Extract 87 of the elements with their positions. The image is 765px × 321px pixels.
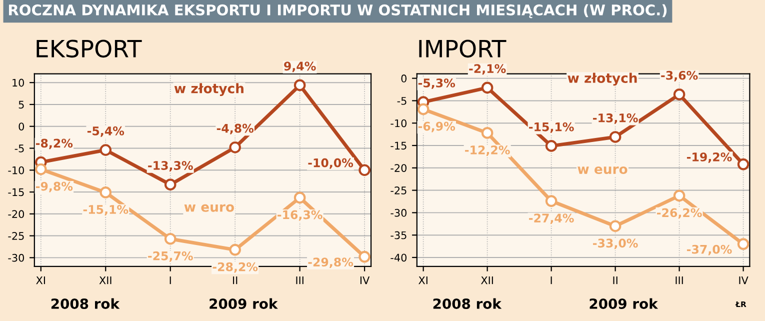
- chart-title: EKSPORT: [36, 40, 142, 58]
- y-tick-label: 10: [12, 78, 24, 87]
- x-tick-label: III: [296, 276, 304, 284]
- point: [229, 244, 241, 256]
- data-label: -3,6%: [661, 70, 698, 82]
- series-label: w euro: [184, 204, 234, 212]
- data-label: -26,2%: [657, 208, 702, 219]
- point: [358, 164, 370, 176]
- x-tick-label: I: [550, 276, 552, 284]
- point: [481, 127, 494, 139]
- data-label: -28,2%: [212, 262, 258, 273]
- x-tick-label: II: [233, 276, 238, 284]
- data-label: 9,4%: [284, 62, 316, 72]
- y-tick-label: -5: [397, 97, 406, 105]
- data-label: -9,8%: [36, 182, 73, 192]
- text: 2009 rok: [590, 298, 658, 309]
- data-label: -15,1%: [529, 122, 574, 133]
- y-tick-label: -15: [8, 188, 24, 196]
- y-tick-label: -15: [390, 142, 406, 150]
- y-tick-label: -20: [8, 210, 24, 218]
- data-label: -33,0%: [593, 238, 638, 250]
- point: [358, 250, 370, 263]
- y-tick-label: -40: [390, 254, 407, 262]
- x-tick-label: XII: [480, 276, 493, 284]
- x-tick-label: III: [676, 276, 683, 284]
- text: w złotych: [174, 83, 244, 96]
- x-tick-label: XII: [99, 276, 112, 284]
- text: 2009 rok: [210, 298, 278, 309]
- y-tick-label: 5: [18, 100, 24, 109]
- y-tick-label: 0: [18, 122, 24, 130]
- x-tick-label: XI: [418, 276, 428, 284]
- data-label: -5,4%: [87, 126, 124, 137]
- x-tick-label: IV: [739, 276, 748, 284]
- text: w euro: [578, 166, 628, 174]
- point: [294, 192, 306, 204]
- point: [545, 140, 558, 152]
- data-label: -5,3%: [418, 78, 456, 89]
- data-label: -27,4%: [529, 214, 574, 224]
- point: [100, 144, 112, 156]
- point: [164, 232, 176, 245]
- data-label: -12,2%: [465, 146, 510, 156]
- point: [164, 178, 176, 190]
- x-tick-label: I: [170, 276, 171, 284]
- point: [737, 238, 750, 250]
- y-tick-label: -25: [390, 186, 406, 194]
- text: 2008 rok: [433, 298, 502, 309]
- point: [609, 220, 622, 232]
- point: [481, 82, 494, 94]
- chart-subtitle: ROCZNA DYNAMIKA EKSPORTU I IMPORTU W OSTATNICH MIESIĄCACH (W PROC.): [8, 4, 667, 18]
- data-label: -4,8%: [216, 124, 254, 134]
- data-label: -8,2%: [36, 138, 73, 150]
- data-label: -13,3%: [148, 161, 193, 172]
- y-tick-label: -5: [14, 144, 24, 152]
- data-label: -29,8%: [308, 258, 354, 268]
- point: [673, 190, 686, 202]
- x-tick-label: II: [613, 276, 618, 284]
- point: [609, 131, 622, 143]
- y-tick-label: -30: [390, 208, 407, 217]
- chart-title: IMPORT: [419, 40, 506, 58]
- y-tick-label: -20: [390, 164, 407, 172]
- point: [100, 186, 112, 198]
- data-label: -37,0%: [686, 244, 732, 256]
- text: 2008 rok: [51, 298, 120, 309]
- point: [34, 163, 47, 176]
- data-label: -13,1%: [593, 113, 638, 124]
- point: [545, 195, 558, 207]
- y-tick-label: -25: [8, 232, 24, 240]
- data-label: -10,0%: [308, 158, 354, 169]
- point: [229, 141, 241, 154]
- point: [417, 103, 430, 116]
- data-label: -15,1%: [83, 205, 128, 216]
- y-tick-label: -10: [8, 166, 24, 174]
- y-tick-label: -10: [390, 119, 407, 128]
- x-tick-label: IV: [360, 276, 370, 284]
- point: [673, 88, 686, 100]
- data-label: -19,2%: [686, 152, 732, 163]
- data-label: -6,9%: [418, 122, 456, 132]
- point: [737, 158, 750, 170]
- point: [294, 79, 306, 92]
- data-label: -25,7%: [148, 251, 193, 262]
- data-label: -16,3%: [278, 210, 322, 221]
- y-tick-label: -35: [390, 231, 406, 240]
- data-label: -2,1%: [469, 64, 506, 75]
- y-tick-label: -30: [8, 254, 24, 262]
- x-tick-label: XI: [36, 276, 45, 284]
- text: w złotych: [568, 72, 637, 86]
- y-tick-label: 0: [401, 74, 407, 82]
